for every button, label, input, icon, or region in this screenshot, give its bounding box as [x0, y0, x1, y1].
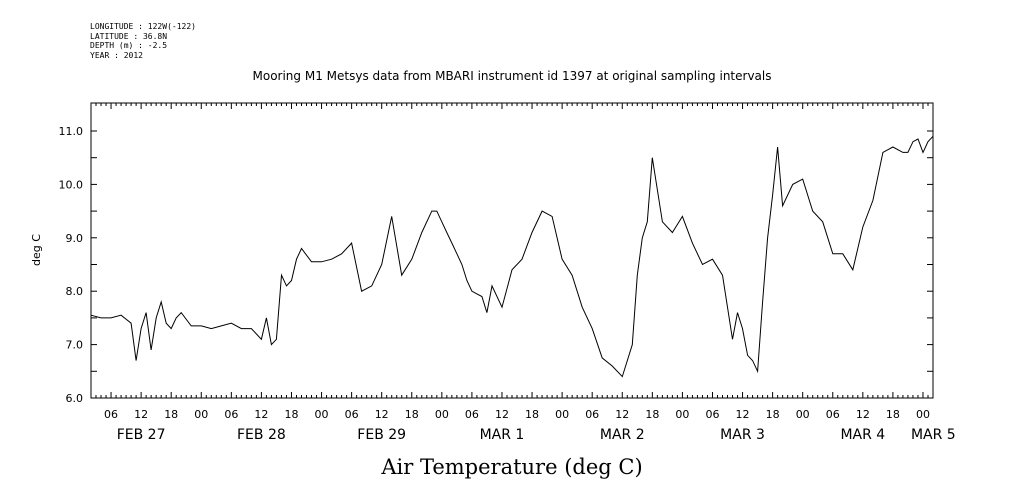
metadata-latitude: LATITUDE : 36.8N	[90, 31, 168, 41]
metadata-year: YEAR : 2012	[90, 50, 143, 60]
plot-frame	[90, 102, 934, 399]
x-date-label: FEB 28	[237, 427, 286, 443]
x-date-label: FEB 27	[117, 427, 166, 443]
x-hour-tick-label: 12	[134, 408, 148, 421]
metadata-longitude: LONGITUDE : 122W(-122)	[90, 22, 196, 31]
x-hour-tick-label: 18	[766, 408, 780, 421]
x-hour-tick-label: 18	[645, 408, 659, 421]
x-hour-tick-label: 06	[104, 408, 118, 421]
minor-ticks	[90, 103, 934, 399]
x-hour-tick-label: 00	[555, 408, 569, 421]
x-date-labels: FEB 27 FEB 28 FEB 29 MAR 1 MAR 2 MAR 3 MAR 4 MA…	[117, 427, 956, 443]
x-hour-tick-label: 12	[254, 408, 268, 421]
series-line	[90, 135, 934, 378]
series-group	[90, 135, 934, 378]
y-tick-label: 6.0	[66, 392, 84, 405]
x-hour-tick-label: 18	[164, 408, 178, 421]
chart-title: Mooring M1 Metsys data from MBARI instru…	[253, 69, 772, 83]
x-hour-tick-label: 06	[465, 408, 479, 421]
x-hour-tick-label: 12	[375, 408, 389, 421]
x-hour-tick-label: 00	[675, 408, 689, 421]
y-tick-label: 7.0	[66, 339, 84, 352]
x-axis-label: Air Temperature (deg C)	[380, 455, 642, 479]
x-hour-tick-label: 00	[435, 408, 449, 421]
x-hour-tick-label: 00	[916, 408, 930, 421]
x-hour-tick-label: 12	[495, 408, 509, 421]
x-hour-tick-label: 00	[315, 408, 329, 421]
x-hour-tick-label: 06	[345, 408, 359, 421]
x-hour-tick-label: 00	[796, 408, 810, 421]
y-axis-label: deg C	[30, 234, 43, 266]
x-hour-tick-label: 12	[856, 408, 870, 421]
x-hour-tick-label: 06	[224, 408, 238, 421]
x-hour-tick-label: 12	[615, 408, 629, 421]
x-hour-tick-label: 18	[284, 408, 298, 421]
x-hour-tick-label: 18	[886, 408, 900, 421]
y-tick-label: 10.0	[59, 178, 84, 191]
metadata-block: LONGITUDE : 122W(-122) LATITUDE : 36.8N …	[90, 22, 196, 60]
x-hour-tick-labels: 06 12 18 00 06 12 18 00 06 12 18 00 06 12 18 00 06 12 18 00…	[104, 408, 930, 421]
y-tick-label: 8.0	[66, 285, 84, 298]
x-hour-tick-label: 18	[405, 408, 419, 421]
x-date-label: FEB 29	[357, 427, 406, 443]
x-date-label: MAR 5	[911, 427, 956, 443]
x-hour-tick-label: 18	[525, 408, 539, 421]
x-hour-tick-label: 06	[585, 408, 599, 421]
y-tick-label: 11.0	[59, 125, 84, 138]
x-hour-tick-label: 06	[826, 408, 840, 421]
y-tick-label: 9.0	[66, 232, 84, 245]
x-hour-tick-label: 00	[194, 408, 208, 421]
x-hour-tick-label: 06	[705, 408, 719, 421]
y-axis-ticks: 6.0 7.0 8.0 9.0 10.0 11.0	[59, 125, 84, 405]
x-date-label: MAR 2	[600, 427, 645, 443]
x-hour-tick-label: 12	[736, 408, 750, 421]
x-date-label: MAR 3	[720, 427, 765, 443]
metadata-depth: DEPTH (m) : -2.5	[90, 41, 168, 50]
x-date-label: MAR 4	[840, 427, 885, 443]
x-date-label: MAR 1	[480, 427, 525, 443]
